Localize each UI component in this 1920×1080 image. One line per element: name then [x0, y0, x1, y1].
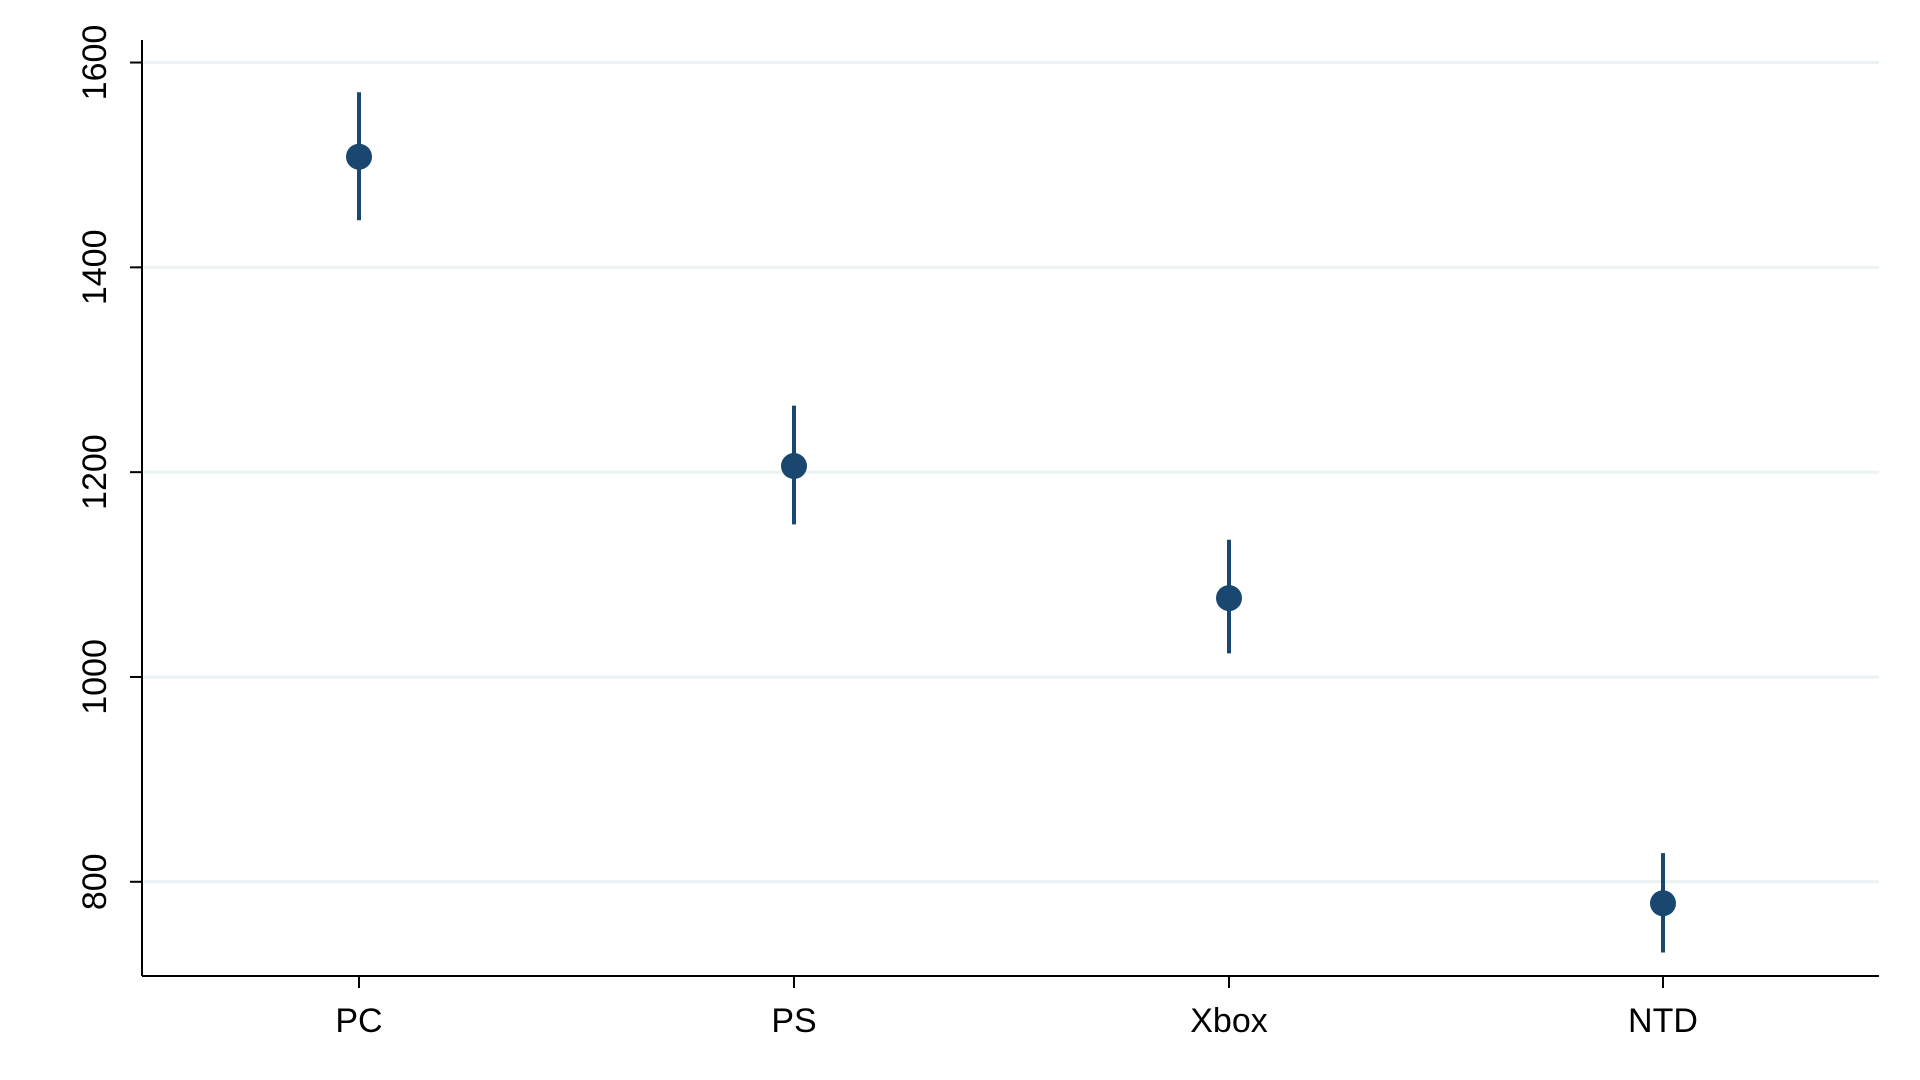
y-tick-label-1400: 1400	[76, 230, 114, 306]
y-tick-label-800: 800	[76, 853, 114, 910]
y-tick-label-1600: 1600	[76, 25, 114, 101]
point-xbox	[1216, 585, 1242, 612]
x-tick-label-xbox: Xbox	[1190, 1002, 1268, 1040]
x-tick-label-ntd: NTD	[1628, 1002, 1698, 1040]
point-ps	[781, 453, 807, 480]
y-tick-label-1200: 1200	[76, 434, 114, 510]
y-axis-ticks: 800 1000 1200 1400 1600	[76, 25, 142, 910]
point-ntd	[1650, 890, 1676, 917]
x-tick-label-pc: PC	[335, 1002, 382, 1040]
x-tick-label-ps: PS	[771, 1002, 816, 1040]
y-tick-label-1000: 1000	[76, 639, 114, 715]
gridlines	[144, 61, 1879, 884]
data-series	[346, 92, 1676, 953]
x-axis-ticks: PC PS Xbox NTD	[335, 976, 1698, 1040]
point-pc	[346, 143, 372, 170]
axes	[141, 40, 1879, 977]
